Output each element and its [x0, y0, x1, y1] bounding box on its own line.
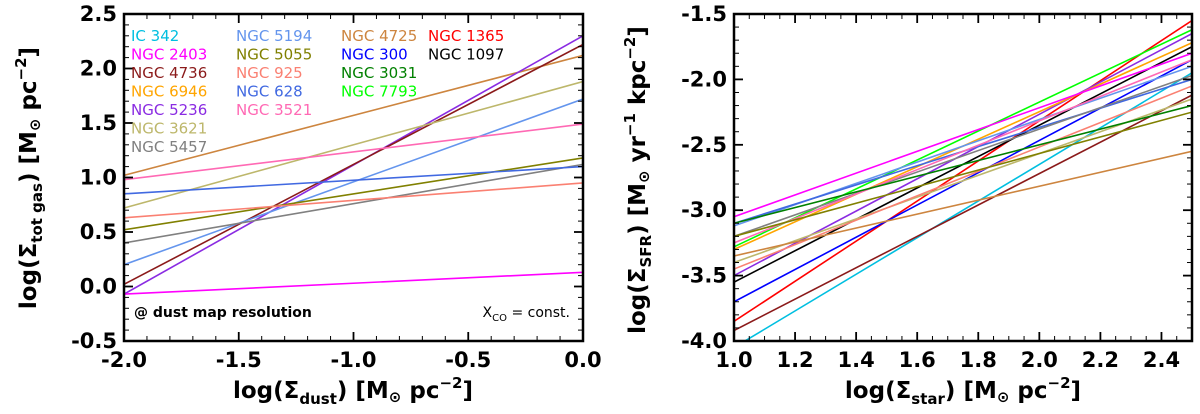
legend-entry-ngc-7793: NGC 7793 — [341, 83, 417, 101]
x-tick-label: 1.8 — [960, 348, 997, 372]
series-line-ngc-925 — [124, 182, 583, 219]
series-line-ngc-4736 — [734, 94, 1192, 332]
legend-entry-ngc-628: NGC 628 — [236, 83, 303, 101]
y-tick-label: -2.0 — [681, 67, 727, 91]
x-tick-label: -1.0 — [331, 348, 377, 372]
legend-entry-ic-342: IC 342 — [131, 27, 179, 45]
legend-entry-ngc-3621: NGC 3621 — [131, 120, 207, 138]
y-tick-label: 1.5 — [80, 111, 117, 135]
legend-entry-ngc-925: NGC 925 — [236, 64, 303, 82]
series-line-ngc-4725 — [124, 54, 583, 177]
legend-entry-ngc-2403: NGC 2403 — [131, 46, 207, 64]
right-axis-ticks: 1.0 1.2 1.4 1.6 1.8 2.0 2.2 2.4 -4.0 -3.5 -3.0 -2.5… — [681, 2, 1193, 372]
y-tick-label: -1.5 — [681, 2, 727, 26]
legend-entry-ngc-3521: NGC 3521 — [236, 101, 312, 119]
y-tick-label: 0.0 — [80, 275, 117, 299]
legend-entry-ngc-1097: NGC 1097 — [428, 46, 504, 64]
annotation-dust-map-resolution: @ dust map resolution — [134, 305, 312, 321]
series-line-ngc-3031 — [734, 104, 1192, 225]
series-line-ngc-5055 — [124, 157, 583, 231]
x-tick-label: 2.0 — [1021, 348, 1058, 372]
left-series-lines — [124, 35, 583, 295]
legend-entry-ngc-6946: NGC 6946 — [131, 83, 207, 101]
x-tick-label: -2.0 — [101, 348, 147, 372]
legend-entry-ngc-5055: NGC 5055 — [236, 46, 312, 64]
x-tick-label: -1.5 — [216, 348, 262, 372]
series-line-ngc-2403 — [124, 271, 583, 295]
series-line-ngc-5055 — [734, 111, 1192, 238]
right-x-axis-label: log(Σstar) [M⊙ pc−2] — [845, 374, 1081, 408]
x-tick-label: 2.4 — [1143, 348, 1180, 372]
x-tick-label: 2.2 — [1082, 348, 1119, 372]
legend-entry-ngc-5194: NGC 5194 — [236, 27, 312, 45]
x-tick-label: -0.5 — [445, 348, 491, 372]
series-line-ngc-3521 — [734, 59, 1192, 244]
series-line-ngc-3621 — [734, 98, 1192, 264]
y-tick-label: -3.0 — [681, 198, 727, 222]
right-y-axis-label: log(ΣSFR) [M⊙ yr−1 kpc−2] — [621, 26, 655, 334]
annotation-xco-const: XCO = const. — [483, 305, 570, 324]
series-line-ngc-5236 — [734, 32, 1192, 277]
y-tick-label: 2.0 — [80, 57, 117, 81]
series-line-ngc-4725 — [734, 150, 1192, 257]
series-line-ngc-5194 — [124, 98, 583, 266]
left-panel: -2.0 -1.5 -1.0 -0.5 0.0 -0.5 0.0 0.5 1.0 1.5 2.0 2.… — [12, 2, 602, 408]
left-y-axis-label: log(Σtot gas) [M⊙ pc−2] — [12, 47, 46, 309]
series-line-ngc-5457 — [734, 74, 1192, 238]
legend-entry-ngc-5457: NGC 5457 — [131, 138, 207, 156]
x-tick-label: 1.2 — [776, 348, 813, 372]
left-x-axis-label: log(Σdust) [M⊙ pc−2] — [233, 374, 473, 408]
series-line-ngc-7793 — [734, 28, 1192, 248]
series-line-ngc-925 — [734, 85, 1192, 270]
series-line-ngc-3521 — [124, 123, 583, 181]
legend-entry-ngc-300: NGC 300 — [341, 46, 408, 64]
series-line-ngc-4736 — [124, 43, 583, 286]
x-tick-label: 1.4 — [838, 348, 875, 372]
legend-entry-ngc-3031: NGC 3031 — [341, 64, 417, 82]
y-tick-label: -0.5 — [71, 329, 117, 353]
y-tick-label: -2.5 — [681, 133, 727, 157]
y-tick-label: 1.0 — [80, 166, 117, 190]
legend-entry-ngc-4736: NGC 4736 — [131, 64, 207, 82]
legend-entry-ngc-5236: NGC 5236 — [131, 101, 207, 119]
y-tick-label: -3.5 — [681, 264, 727, 288]
left-axis-ticks: -2.0 -1.5 -1.0 -0.5 0.0 -0.5 0.0 0.5 1.0 1.5 2.0 2.… — [71, 2, 602, 372]
x-tick-label: 0.0 — [564, 348, 601, 372]
legend-entry-ngc-4725: NGC 4725 — [341, 27, 417, 45]
series-line-ngc-3621 — [124, 80, 583, 209]
right-series-lines — [734, 19, 1192, 341]
legend-entry-ngc-1365: NGC 1365 — [428, 27, 504, 45]
y-tick-label: 0.5 — [80, 220, 117, 244]
y-tick-label: 2.5 — [80, 2, 117, 26]
series-line-ngc-628 — [124, 165, 583, 195]
x-tick-label: 1.0 — [715, 348, 752, 372]
right-panel: 1.0 1.2 1.4 1.6 1.8 2.0 2.2 2.4 -4.0 -3.5 -3.0 -2.5… — [621, 2, 1194, 408]
series-line-ic-342 — [743, 72, 1192, 341]
x-tick-label: 1.6 — [899, 348, 936, 372]
series-line-ngc-1365 — [734, 19, 1192, 323]
y-tick-label: -4.0 — [681, 329, 727, 353]
series-line-ngc-2403 — [734, 52, 1192, 218]
series-line-ngc-5457 — [124, 163, 583, 244]
